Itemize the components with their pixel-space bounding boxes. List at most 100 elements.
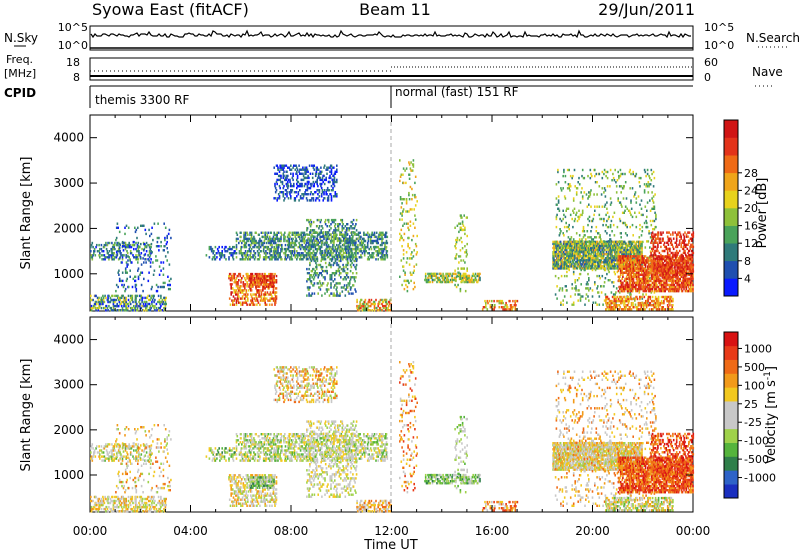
echo-cell	[126, 272, 128, 274]
echo-cell	[579, 238, 581, 240]
echo-cell	[315, 254, 317, 256]
echo-cell	[206, 254, 208, 256]
echo-cell	[403, 265, 405, 267]
echo-cell	[560, 187, 562, 189]
echo-cell	[236, 244, 238, 246]
echo-cell	[316, 264, 318, 266]
echo-cell	[321, 187, 323, 189]
echo-cell	[269, 304, 271, 306]
echo-cell	[334, 278, 336, 280]
echo-cell	[335, 191, 337, 193]
echo-cell	[311, 276, 313, 278]
echo-cell	[406, 200, 408, 202]
echo-cell	[323, 256, 325, 258]
echo-cell	[574, 293, 576, 295]
echo-cell	[460, 227, 462, 229]
echo-cell	[350, 264, 352, 266]
echo-cell	[585, 238, 587, 240]
echo-cell	[282, 248, 284, 250]
echo-cell	[163, 274, 165, 276]
echo-cell	[328, 189, 330, 191]
echo-cell	[98, 309, 100, 311]
echo-cell	[560, 230, 562, 232]
echo-cell	[339, 256, 341, 258]
echo-cell	[582, 195, 584, 197]
echo-cell	[95, 254, 97, 256]
echo-cell	[331, 195, 333, 197]
echo-cell	[370, 305, 372, 307]
echo-cell	[371, 299, 373, 301]
echo-cell	[330, 223, 332, 225]
echo-cell	[561, 275, 563, 277]
echo-cell	[387, 309, 389, 311]
echo-cell	[237, 291, 239, 293]
echo-cell	[114, 248, 116, 250]
echo-cell	[236, 277, 238, 279]
echo-cell	[504, 308, 506, 310]
echo-cell	[460, 237, 462, 239]
echo-cell	[127, 255, 129, 257]
echo-cell	[108, 295, 110, 297]
echo-cell	[145, 309, 147, 311]
echo-cell	[92, 242, 94, 244]
echo-cell	[244, 287, 246, 289]
echo-cell	[582, 257, 584, 259]
echo-cell	[270, 250, 272, 252]
echo-cell	[375, 299, 377, 301]
echo-cell	[336, 165, 338, 167]
echo-cell	[307, 227, 309, 229]
echo-cell	[401, 284, 403, 286]
echo-cell	[135, 248, 137, 250]
echo-cell	[240, 297, 242, 299]
echo-cell	[287, 175, 289, 177]
echo-cell	[301, 252, 303, 254]
echo-cell	[379, 236, 381, 238]
echo-cell	[240, 304, 242, 306]
echo-cell	[92, 254, 94, 256]
echo-cell	[276, 281, 278, 283]
echo-cell	[345, 252, 347, 254]
echo-cell	[134, 227, 136, 229]
echo-cell	[98, 244, 100, 246]
echo-cell	[225, 246, 227, 248]
echo-cell	[410, 161, 412, 163]
echo-cell	[316, 248, 318, 250]
echo-cell	[351, 266, 353, 268]
echo-cell	[258, 252, 260, 254]
echo-cell	[359, 250, 361, 252]
echo-cell	[568, 228, 570, 230]
echo-cell	[569, 189, 571, 191]
echo-cell	[231, 291, 233, 293]
echo-cell	[225, 250, 227, 252]
echo-cell	[585, 297, 587, 299]
echo-cell	[336, 256, 338, 258]
echo-cell	[317, 239, 319, 241]
echo-cell	[273, 275, 275, 277]
echo-cell	[227, 250, 229, 252]
echo-cell	[123, 245, 125, 247]
echo-cell	[238, 295, 240, 297]
echo-cell	[456, 253, 458, 255]
echo-cell	[119, 257, 121, 259]
echo-cell	[337, 248, 339, 250]
echo-cell	[412, 194, 414, 196]
echo-cell	[209, 256, 211, 258]
echo-cell	[379, 248, 381, 250]
echo-cell	[332, 167, 334, 169]
echo-cell	[319, 195, 321, 197]
echo-cell	[321, 274, 323, 276]
echo-cell	[357, 244, 359, 246]
echo-cell	[358, 240, 360, 242]
echo-cell	[314, 276, 316, 278]
echo-cell	[460, 273, 462, 275]
echo-cell	[448, 279, 450, 281]
echo-cell	[463, 214, 465, 216]
echo-cell	[568, 208, 570, 210]
echo-cell	[565, 216, 567, 218]
echo-cell	[306, 268, 308, 270]
echo-cell	[410, 221, 412, 223]
echo-cell	[384, 244, 386, 246]
echo-cell	[160, 270, 162, 272]
echo-cell	[292, 258, 294, 260]
echo-cell	[151, 288, 153, 290]
